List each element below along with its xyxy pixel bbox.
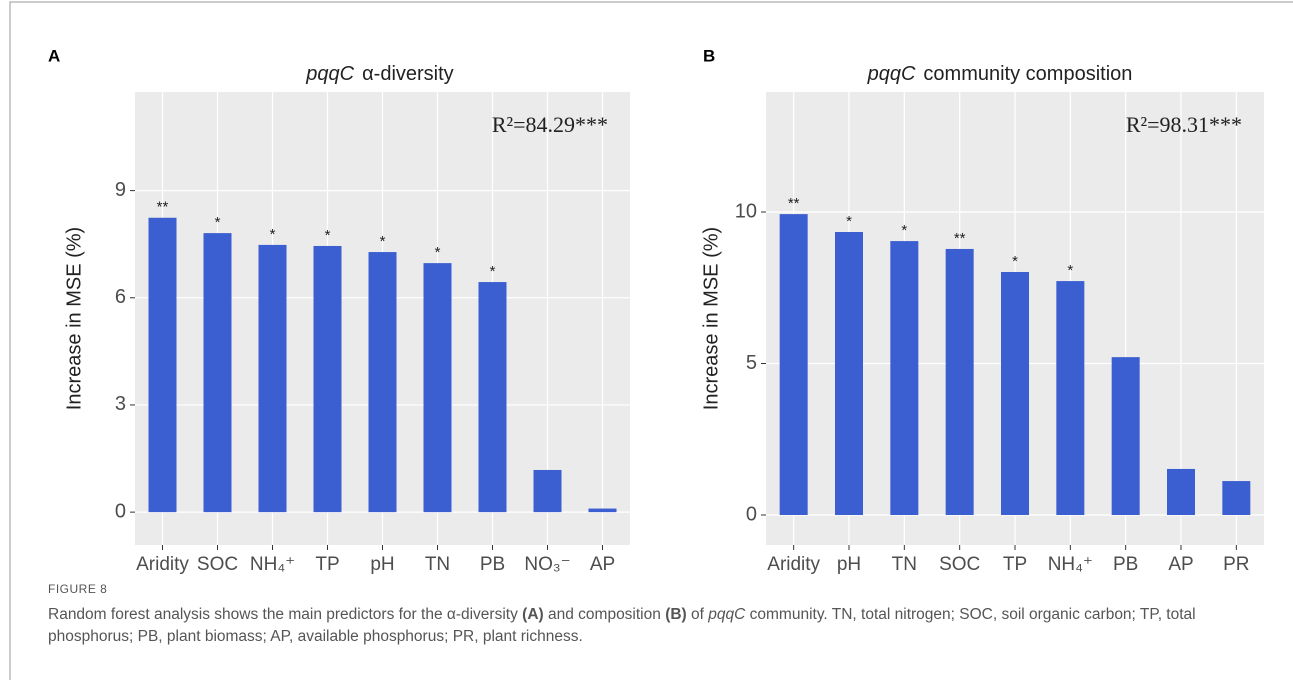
panel-label: A bbox=[48, 46, 60, 65]
y-tick-label: 9 bbox=[115, 179, 126, 201]
x-tick-label: PB bbox=[480, 554, 505, 575]
bar bbox=[203, 233, 232, 513]
bar bbox=[1001, 271, 1029, 516]
annotation: R²=98.31*** bbox=[1126, 112, 1242, 137]
significance-label: * bbox=[1012, 253, 1018, 270]
figure-label: FIGURE 8 bbox=[48, 582, 108, 596]
bar bbox=[1056, 281, 1085, 516]
bar bbox=[945, 248, 974, 516]
panel-label: B bbox=[703, 46, 715, 65]
x-tick-label: PR bbox=[1223, 554, 1249, 575]
x-tick-label: TP bbox=[1003, 554, 1027, 575]
significance-label: * bbox=[490, 263, 496, 280]
y-tick-label: 10 bbox=[735, 200, 757, 222]
caption-text: (A) bbox=[522, 606, 544, 623]
caption: Random forest analysis shows the main pr… bbox=[48, 604, 1268, 648]
bar bbox=[258, 244, 287, 513]
title-gene: pqqC bbox=[867, 63, 916, 85]
title-text: α-diversity bbox=[362, 63, 454, 85]
y-tick-label: 0 bbox=[115, 500, 126, 522]
significance-label: * bbox=[435, 244, 441, 261]
y-tick-label: 0 bbox=[746, 503, 757, 525]
bar bbox=[1111, 357, 1140, 516]
title-text: community composition bbox=[923, 63, 1132, 85]
chart-title: pqqC α-diversity bbox=[305, 63, 453, 85]
caption-text: pqqC bbox=[708, 606, 746, 623]
significance-label: * bbox=[1067, 262, 1073, 279]
significance-label: ** bbox=[157, 199, 169, 216]
title-gene: pqqC bbox=[305, 63, 354, 85]
x-tick-label: TN bbox=[892, 554, 917, 575]
chart-title: pqqC community composition bbox=[867, 63, 1133, 85]
bar bbox=[588, 508, 617, 513]
y-tick-label: 3 bbox=[115, 393, 126, 415]
caption-text: and composition bbox=[543, 606, 666, 623]
annotation: R²=84.29*** bbox=[492, 112, 608, 137]
x-tick-label: NH₄⁺ bbox=[250, 554, 295, 575]
significance-label: * bbox=[215, 214, 221, 231]
bar bbox=[368, 252, 397, 513]
x-tick-label: PB bbox=[1113, 554, 1138, 575]
caption-text: of bbox=[686, 606, 709, 623]
caption-text: community. TN, total nitrogen; SOC, soil… bbox=[48, 606, 1196, 645]
x-tick-label: Aridity bbox=[136, 554, 189, 575]
bar bbox=[423, 263, 452, 513]
x-tick-label: pH bbox=[370, 554, 394, 575]
significance-label: * bbox=[325, 227, 331, 244]
bar bbox=[890, 241, 919, 516]
bar bbox=[533, 469, 562, 513]
bar bbox=[1222, 481, 1251, 516]
significance-label: * bbox=[901, 222, 907, 239]
caption-text: Random forest analysis shows the main pr… bbox=[48, 606, 523, 623]
x-tick-label: NO₃⁻ bbox=[524, 554, 570, 575]
significance-label: ** bbox=[788, 195, 800, 212]
caption-block: FIGURE 8 Random forest analysis shows th… bbox=[48, 582, 1268, 648]
x-tick-label: NH₄⁺ bbox=[1048, 554, 1093, 575]
significance-label: ** bbox=[954, 230, 966, 247]
x-tick-label: Aridity bbox=[767, 554, 820, 575]
y-tick-label: 5 bbox=[746, 352, 757, 374]
y-axis-label: Increase in MSE (%) bbox=[700, 227, 722, 410]
bar bbox=[835, 231, 863, 516]
bar bbox=[779, 214, 808, 516]
frame bbox=[9, 1, 1293, 680]
significance-label: * bbox=[270, 226, 276, 243]
x-tick-label: pH bbox=[837, 554, 861, 575]
bar bbox=[313, 245, 342, 513]
bar bbox=[148, 217, 177, 513]
significance-label: * bbox=[380, 233, 386, 250]
significance-label: * bbox=[846, 213, 852, 230]
caption-text: (B) bbox=[665, 606, 687, 623]
bar bbox=[478, 282, 507, 513]
x-tick-label: TP bbox=[315, 554, 339, 575]
y-axis-label: Increase in MSE (%) bbox=[63, 227, 85, 410]
x-tick-label: SOC bbox=[939, 554, 980, 575]
y-tick-label: 6 bbox=[115, 286, 126, 308]
x-tick-label: TN bbox=[425, 554, 450, 575]
bar bbox=[1167, 468, 1195, 516]
x-tick-label: AP bbox=[590, 554, 615, 575]
x-tick-label: AP bbox=[1168, 554, 1193, 575]
x-tick-label: SOC bbox=[197, 554, 238, 575]
